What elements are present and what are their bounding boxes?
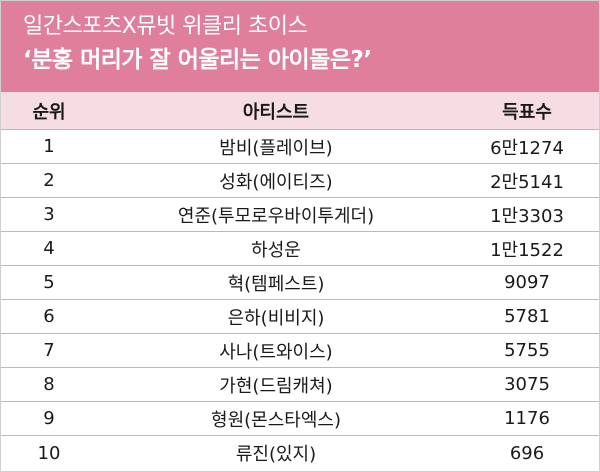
table-row: 1 밤비(플레이브) 6만1274: [1, 130, 599, 164]
rank-cell: 5: [43, 272, 55, 293]
table-row: 2 성화(에이티즈) 2만5141: [1, 164, 599, 198]
table-row: 5 혁(템페스트) 9097: [1, 266, 599, 300]
votes-cell: 3075: [504, 374, 550, 395]
artist-cell: 연준(투모로우바이투게더): [177, 205, 375, 227]
rank-cell: 1: [43, 136, 55, 157]
rank-cell: 7: [43, 340, 55, 361]
artist-cell: 류진(있지): [235, 444, 317, 465]
rank-cell: 4: [43, 238, 55, 259]
kicker-title: 일간스포츠X뮤빗 위클리 초이스: [23, 14, 308, 39]
table-header-row: 순위 아티스트 득표수: [1, 92, 599, 130]
votes-cell: 2만5141: [490, 171, 564, 193]
table-row: 7 사나(트와이스) 5755: [1, 334, 599, 368]
votes-cell: 5781: [504, 306, 550, 327]
artist-cell: 하성운: [251, 239, 301, 261]
votes-cell: 9097: [504, 272, 550, 293]
artist-cell: 형원(몬스타엑스): [211, 409, 341, 431]
votes-cell: 1만3303: [490, 205, 564, 227]
column-header-rank: 순위: [32, 101, 66, 123]
ranking-table: 순위 아티스트 득표수 1 밤비(플레이브) 6만1274 2 성화(에이티즈)…: [1, 92, 599, 470]
table-row: 9 형원(몬스타엑스) 1176: [1, 402, 599, 436]
headline-question: ‘분홍 머리가 잘 어울리는 아이돌은?’: [23, 47, 372, 73]
rank-cell: 9: [43, 408, 55, 429]
votes-cell: 5755: [504, 340, 550, 361]
artist-cell: 은하(비비지): [227, 307, 325, 329]
artist-cell: 밤비(플레이브): [219, 137, 333, 159]
table-row: 3 연준(투모로우바이투게더) 1만3303: [1, 198, 599, 232]
artist-cell: 사나(트와이스): [219, 341, 333, 363]
rank-cell: 10: [37, 442, 61, 464]
column-header-votes: 득표수: [502, 101, 552, 123]
rank-cell: 3: [43, 204, 55, 225]
artist-cell: 성화(에이티즈): [219, 171, 333, 193]
header-banner: 일간스포츠X뮤빗 위클리 초이스 ‘분홍 머리가 잘 어울리는 아이돌은?’: [1, 1, 599, 92]
votes-cell: 1만1522: [490, 239, 564, 261]
table-row: 8 가현(드림캐쳐) 3075: [1, 368, 599, 402]
table-row: 6 은하(비비지) 5781: [1, 300, 599, 334]
votes-cell: 1176: [504, 408, 550, 429]
column-header-artist: 아티스트: [242, 101, 310, 123]
rank-cell: 8: [43, 374, 55, 395]
table-row: 10 류진(있지) 696: [1, 436, 599, 470]
artist-cell: 혁(템페스트): [227, 273, 325, 295]
rank-cell: 6: [43, 306, 55, 327]
votes-cell: 6만1274: [490, 137, 564, 159]
rank-cell: 2: [43, 170, 55, 191]
artist-cell: 가현(드림캐쳐): [219, 375, 333, 397]
votes-cell: 696: [509, 442, 545, 464]
table-row: 4 하성운 1만1522: [1, 232, 599, 266]
